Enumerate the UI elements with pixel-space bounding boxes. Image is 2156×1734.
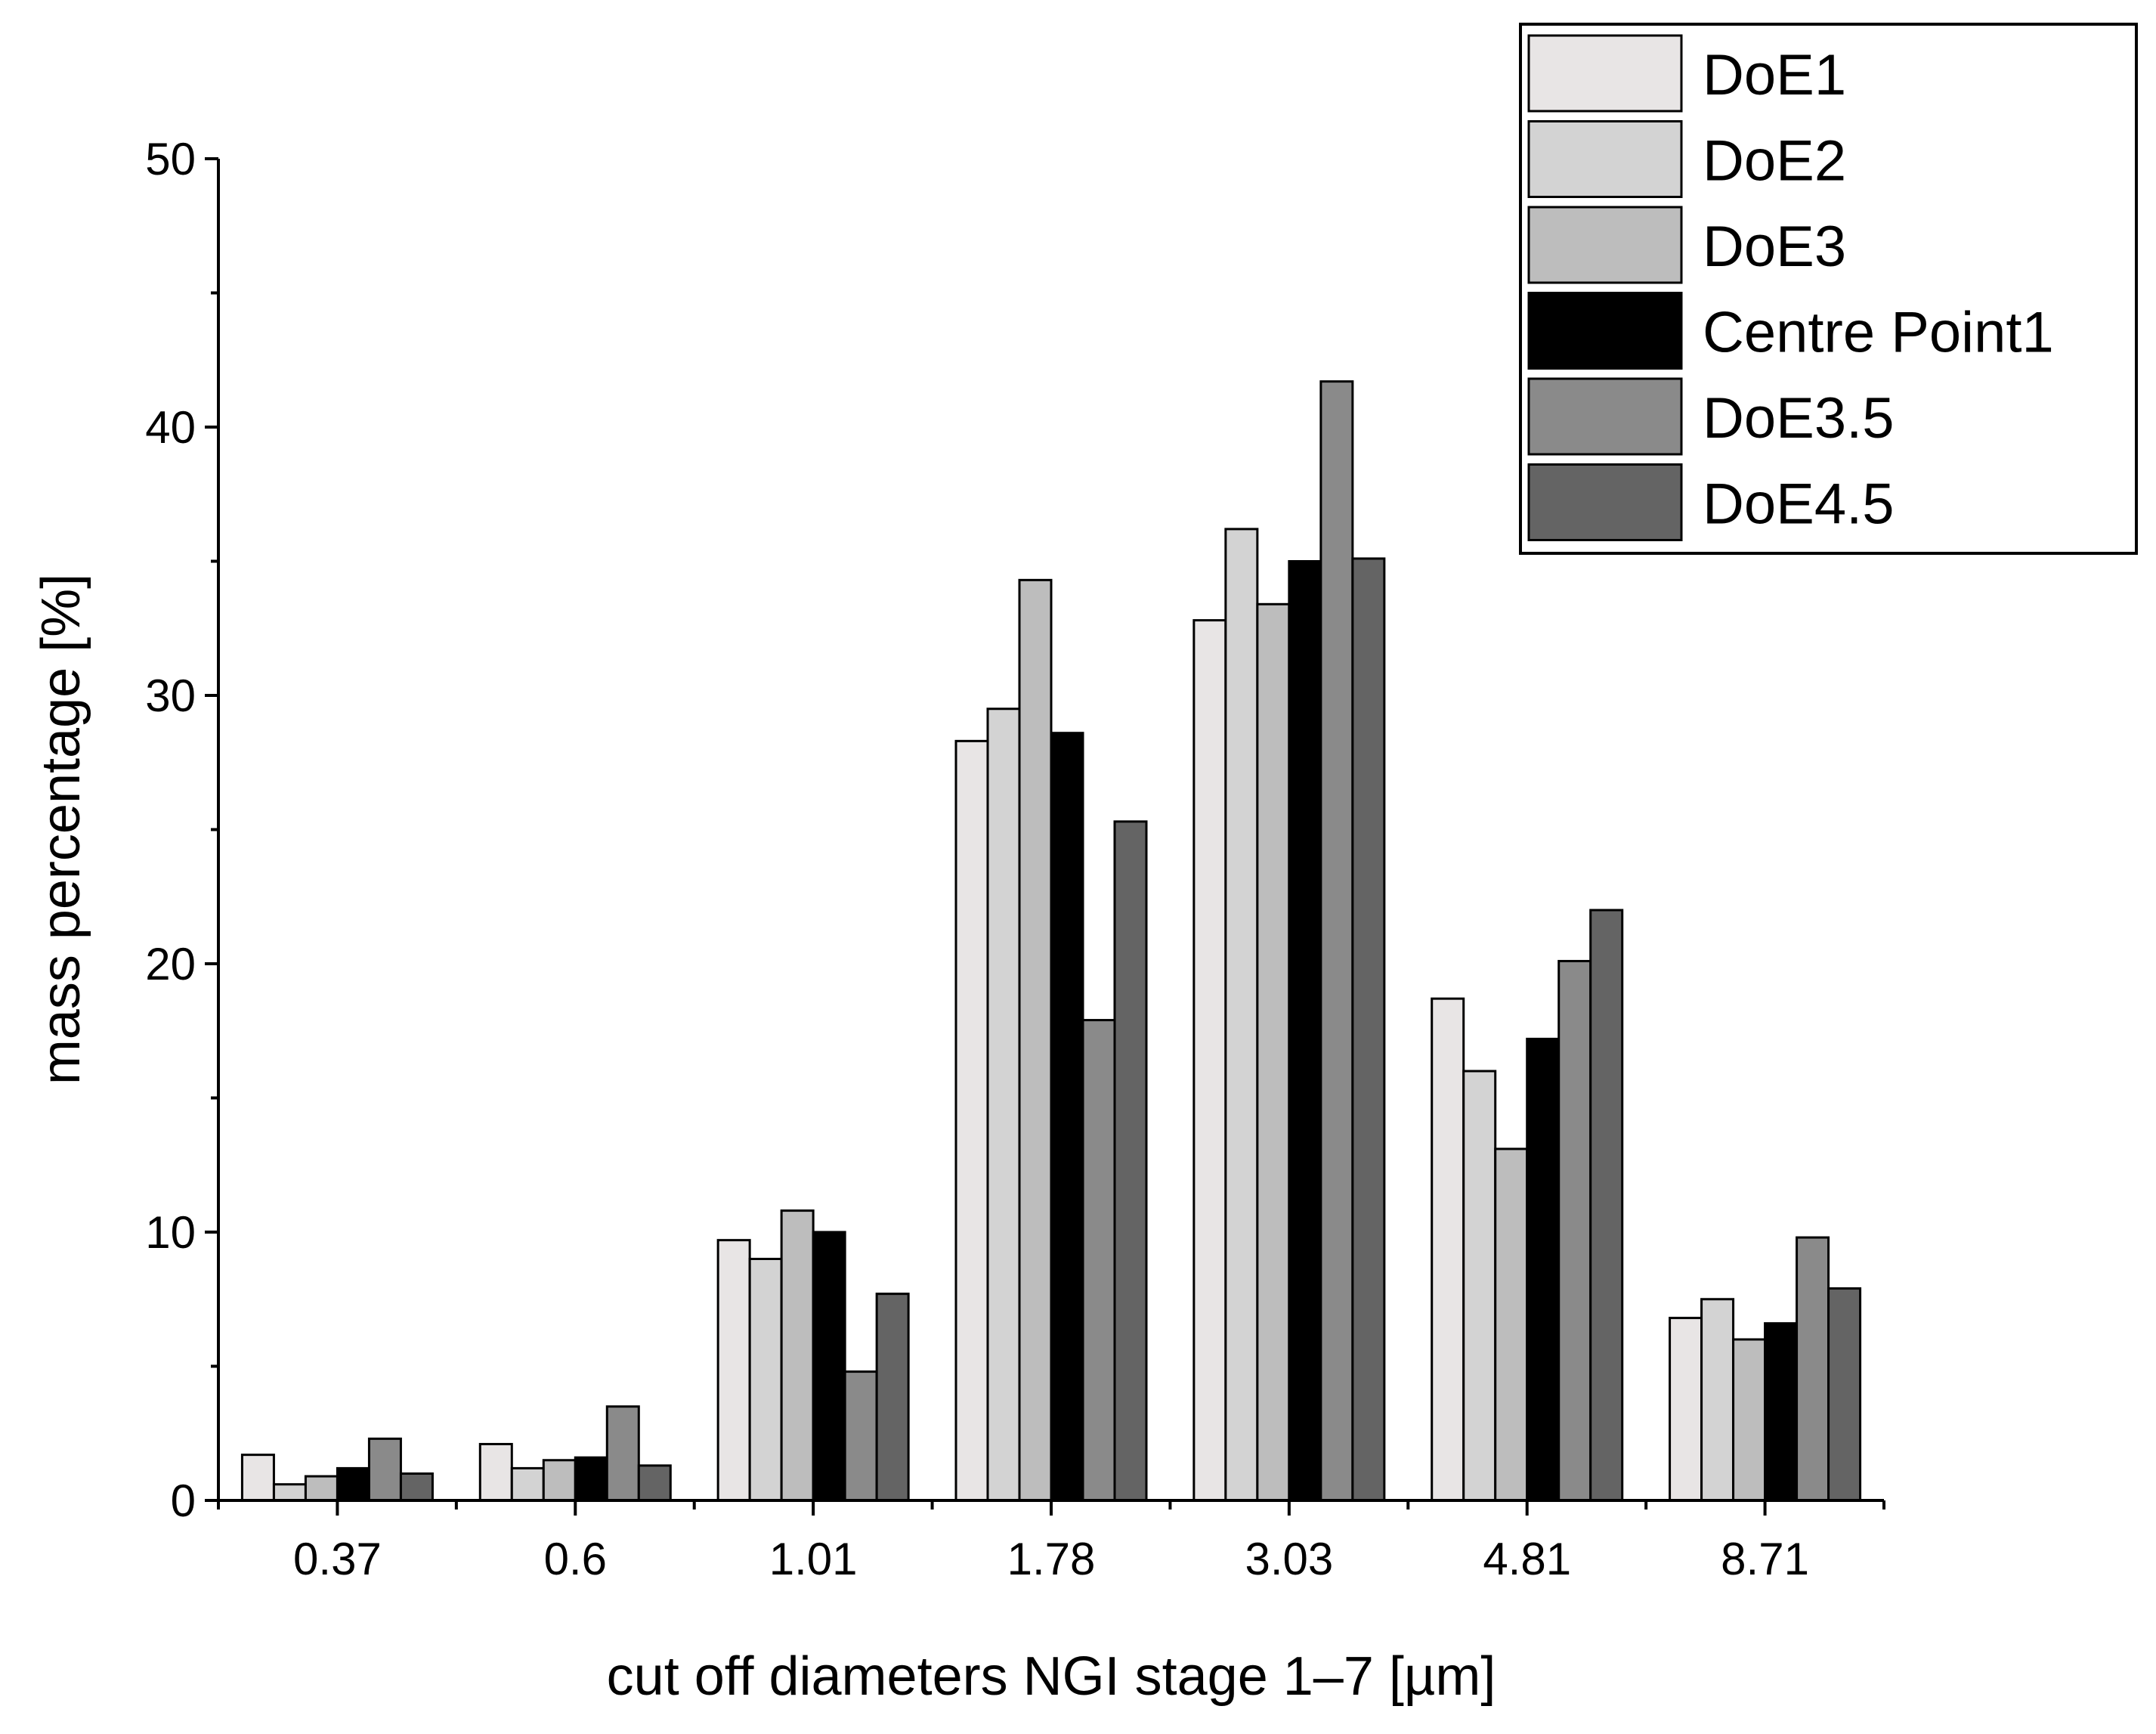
legend-label: DoE4.5 — [1703, 472, 1895, 537]
x-tick-label: 1.78 — [1007, 1534, 1096, 1584]
bar-doe3-5-4_81 — [1557, 959, 1592, 1502]
bars-group — [240, 380, 1862, 1502]
bar-doe4-5-0_37 — [399, 1472, 434, 1502]
bar-doe2-1_01 — [748, 1258, 783, 1502]
x-tick-label: 1.01 — [769, 1534, 858, 1584]
bar-centre-point1-1_78 — [1050, 732, 1084, 1502]
bar-doe1-0_37 — [240, 1454, 275, 1502]
x-tick-label: 0.6 — [544, 1534, 607, 1584]
bar-doe3-5-0_6 — [605, 1405, 640, 1502]
legend-swatch — [1527, 120, 1683, 198]
legend-label: Centre Point1 — [1703, 301, 2054, 365]
y-tick-label: 0 — [171, 1475, 196, 1526]
x-tick-label: 4.81 — [1483, 1534, 1571, 1584]
bar-doe1-0_6 — [478, 1442, 513, 1502]
bar-doe2-0_37 — [272, 1483, 307, 1502]
legend-swatch — [1527, 463, 1683, 541]
legend-label: DoE3.5 — [1703, 386, 1895, 451]
bar-doe1-1_78 — [954, 739, 989, 1502]
y-tick-label: 50 — [145, 134, 196, 184]
bar-doe1-1_01 — [716, 1239, 751, 1502]
bar-doe3-0_37 — [304, 1475, 339, 1502]
bar-doe2-0_6 — [510, 1466, 545, 1502]
bar-doe3-3_03 — [1256, 602, 1291, 1502]
y-tick-label: 20 — [145, 939, 196, 989]
bar-doe3-4_81 — [1494, 1147, 1529, 1502]
bar-doe3-5-1_78 — [1081, 1019, 1116, 1502]
bar-doe1-3_03 — [1192, 619, 1227, 1502]
legend-swatch — [1527, 206, 1683, 284]
bar-doe3-0_6 — [542, 1459, 577, 1502]
bar-doe3-5-0_37 — [367, 1437, 402, 1502]
x-tick-label: 8.71 — [1721, 1534, 1809, 1584]
bar-centre-point1-1_01 — [812, 1231, 846, 1502]
bar-doe4-5-3_03 — [1351, 557, 1386, 1502]
bar-doe4-5-1_78 — [1113, 820, 1148, 1502]
legend-swatch — [1527, 377, 1683, 456]
bar-centre-point1-0_6 — [574, 1456, 608, 1502]
bar-doe3-5-3_03 — [1319, 380, 1354, 1502]
y-tick-label: 10 — [145, 1207, 196, 1258]
bar-centre-point1-3_03 — [1288, 560, 1322, 1502]
x-axis-title: cut off diameters NGI stage 1–7 [µm] — [607, 1646, 1496, 1707]
legend: DoE1 DoE2 DoE3 Centre Point1 DoE3.5 DoE4.5 — [1519, 23, 2138, 555]
bar-doe2-4_81 — [1462, 1070, 1497, 1502]
bar-doe1-4_81 — [1431, 997, 1465, 1502]
bar-doe1-8_71 — [1669, 1317, 1703, 1502]
bar-doe2-1_78 — [986, 708, 1021, 1502]
x-tick-label: 3.03 — [1245, 1534, 1333, 1584]
bar-doe3-1_78 — [1018, 578, 1053, 1502]
bar-doe4-5-8_71 — [1827, 1287, 1862, 1502]
bar-doe3-1_01 — [780, 1209, 815, 1502]
bar-centre-point1-0_37 — [336, 1466, 370, 1502]
bar-centre-point1-4_81 — [1526, 1037, 1561, 1502]
bar-doe2-3_03 — [1224, 528, 1259, 1502]
y-tick-label: 40 — [145, 402, 196, 453]
x-axis-ticks: 0.37 0.6 1.01 1.78 3.03 4.81 8.71 — [217, 1500, 1885, 1584]
bar-doe4-5-1_01 — [875, 1293, 910, 1502]
bar-doe2-8_71 — [1700, 1298, 1735, 1502]
y-axis-ticks: 0 10 20 30 40 50 — [145, 134, 218, 1526]
y-axis-title: mass percentage [%] — [31, 574, 91, 1085]
bar-doe3-5-1_01 — [843, 1370, 878, 1502]
bar-doe3-8_71 — [1732, 1338, 1767, 1502]
bar-centre-point1-8_71 — [1764, 1322, 1799, 1502]
x-tick-label: 0.37 — [293, 1534, 382, 1584]
legend-label: DoE1 — [1703, 43, 1846, 107]
legend-label: DoE2 — [1703, 129, 1846, 194]
legend-swatch — [1527, 34, 1683, 113]
bar-doe4-5-4_81 — [1589, 909, 1624, 1502]
legend-label: DoE3 — [1703, 215, 1846, 279]
bar-doe4-5-0_6 — [637, 1464, 672, 1502]
legend-swatch — [1527, 292, 1683, 370]
y-tick-label: 30 — [145, 670, 196, 721]
bar-doe3-5-8_71 — [1796, 1236, 1830, 1502]
